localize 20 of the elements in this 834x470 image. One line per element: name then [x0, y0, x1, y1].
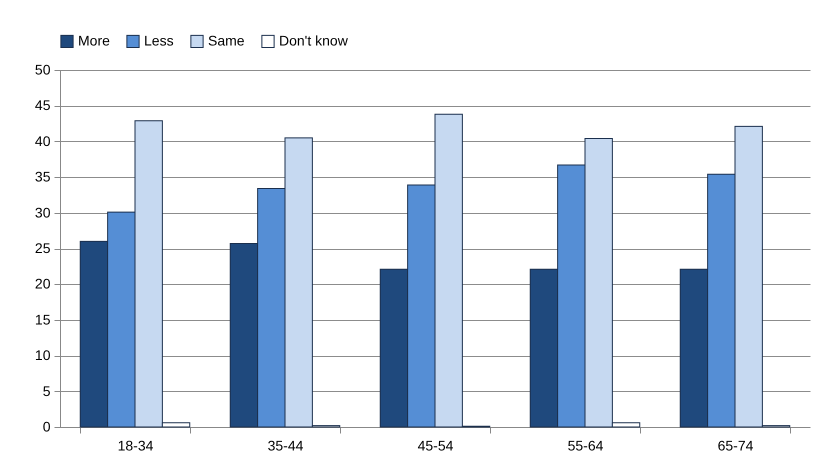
legend-label: Don't know: [279, 32, 349, 48]
y-tick-label: 15: [34, 311, 51, 328]
x-tick-label: 65-74: [718, 438, 754, 454]
y-tick-label: 40: [34, 132, 51, 149]
x-tick-label: 55-64: [568, 438, 604, 454]
y-tick-label: 5: [42, 382, 51, 399]
x-tick-label: 18-34: [118, 438, 154, 454]
y-tick-label: 30: [34, 204, 51, 220]
y-tick-label: 45: [34, 97, 51, 114]
y-tick-label: 0: [42, 418, 51, 434]
y-tick-label: 25: [34, 240, 51, 256]
y-tick-label: 35: [34, 168, 51, 185]
y-tick-label: 10: [34, 347, 51, 364]
y-tick-label: 50: [34, 62, 51, 78]
y-tick-label: 20: [34, 276, 51, 292]
x-tick-label: 35-44: [268, 438, 304, 454]
legend-label: More: [78, 32, 110, 48]
legend-label: Same: [208, 32, 245, 48]
x-tick-label: 45-54: [418, 438, 454, 454]
legend-label: Less: [144, 32, 174, 48]
